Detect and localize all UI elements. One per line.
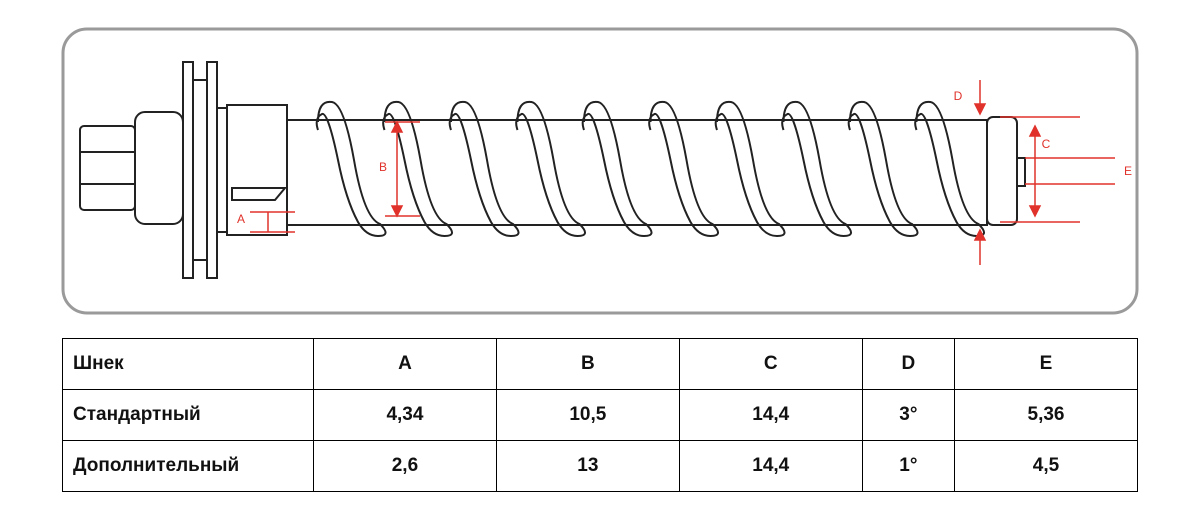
flight — [581, 100, 653, 238]
flange — [182, 61, 194, 279]
spec-table: Шнек A B C D E Стандартный 4,34 10,5 14,… — [62, 338, 1138, 492]
label-b: B — [379, 160, 387, 174]
flight — [315, 100, 387, 238]
header-cell: D — [861, 338, 956, 390]
hex-nut — [79, 125, 136, 211]
header-cell: A — [313, 338, 497, 390]
key — [231, 187, 288, 201]
label-d: D — [954, 89, 963, 103]
flight — [382, 100, 453, 238]
cell: 14,4 — [678, 389, 863, 441]
flange — [216, 107, 228, 233]
flight — [448, 100, 520, 238]
header-row: Шнек A B C D E — [62, 338, 1138, 390]
cell: 5,36 — [954, 389, 1138, 441]
cell: 4,34 — [313, 389, 497, 441]
cell: 10,5 — [495, 389, 680, 441]
collar — [134, 111, 184, 225]
cell: 14,4 — [678, 440, 863, 492]
auger — [79, 61, 1026, 279]
flight — [515, 100, 586, 238]
cell: 2,6 — [313, 440, 497, 492]
dimensions — [250, 80, 1115, 265]
cell: Стандартный — [62, 389, 314, 441]
flight — [847, 100, 919, 238]
header-cell: Шнек — [62, 338, 314, 390]
flange — [192, 79, 208, 261]
flange — [206, 61, 218, 279]
cell: 13 — [495, 440, 680, 492]
arrow — [390, 120, 404, 218]
row: Стандартный 4,34 10,5 14,4 3° 5,36 — [62, 389, 1138, 441]
hub — [226, 104, 288, 236]
flight — [714, 100, 786, 238]
cell: Дополнительный — [62, 440, 314, 492]
header-cell: B — [495, 338, 680, 390]
auger-diagram: A B C D E — [61, 27, 1139, 315]
flight — [648, 100, 719, 238]
label-e: E — [1124, 164, 1132, 178]
row: Дополнительный 2,6 13 14,4 1° 4,5 — [62, 440, 1138, 492]
cell: 3° — [861, 389, 956, 441]
shaft — [286, 119, 988, 226]
cell: 1° — [861, 440, 956, 492]
cell: 4,5 — [954, 440, 1138, 492]
tip — [1016, 157, 1026, 187]
header-cell: E — [954, 338, 1138, 390]
flight — [781, 100, 852, 238]
arrow — [973, 103, 987, 241]
header-cell: C — [678, 338, 863, 390]
end-cap — [986, 116, 1018, 226]
arrow — [1028, 124, 1042, 218]
label-a: A — [237, 212, 245, 226]
label-c: C — [1042, 137, 1051, 151]
